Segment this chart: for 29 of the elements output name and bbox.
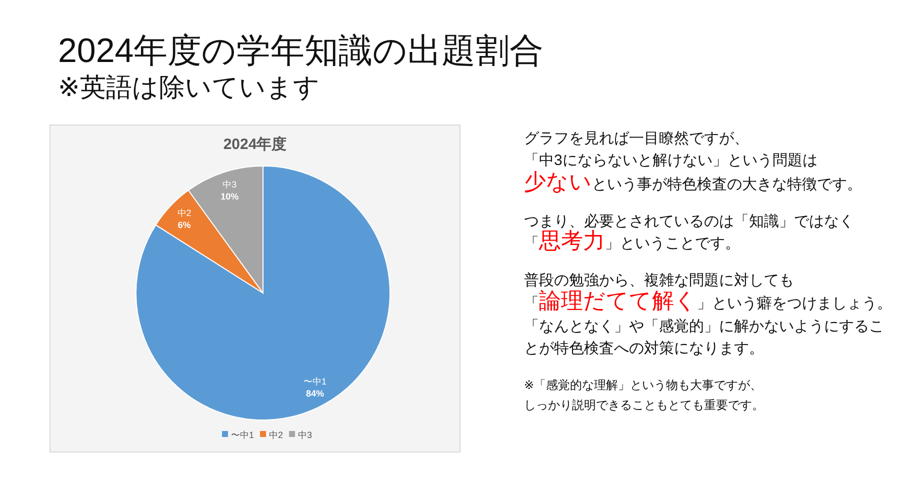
text: 」ということです。 [605,235,740,252]
text: とが特色検査への対策になります。 [524,340,764,357]
pie-slice [136,166,390,420]
text: しっかり説明できることもとても重要です。 [524,398,764,412]
text: 「 [524,235,539,252]
data-label: 6% [178,220,191,230]
text: 普段の勉強から、複雑な問題に対しても [524,272,794,289]
text: 「 [524,295,539,312]
text: ※「感覚的な理解」という物も大事ですが、 [524,378,762,392]
legend-label: 中2 [269,430,284,440]
slice-label: 中3 [222,179,237,190]
slice-label: 中2 [177,208,192,218]
text: 2024年度 [223,135,287,153]
text: 「なんとなく」や「感覚的」に解かないようにするこ [524,318,884,335]
text: 少ない [524,169,592,194]
text: グラフを見れば一目瞭然ですが、 [524,130,749,147]
chart-subtitle: ※英語は除いています [58,72,320,102]
text: という事が特色検査の大きな特徴です。 [592,176,862,193]
slice-label: 〜中1 [303,376,327,387]
chart-title: 2024年度の学年知識の出題割合 [58,32,544,70]
legend-label: 〜中1 [231,430,254,440]
data-label: 10% [220,191,239,202]
text: つまり、必要とされているのは「知識」ではなく [524,213,854,230]
text: 「中3にならないと解けない」という問題は [524,152,818,169]
data-label: 84% [306,388,324,399]
legend-label: 中3 [298,430,312,440]
text: 思考力 [538,228,605,253]
text: 」という癖をつけましょう。 [697,295,892,312]
text: 論理だてて解く [539,288,697,313]
